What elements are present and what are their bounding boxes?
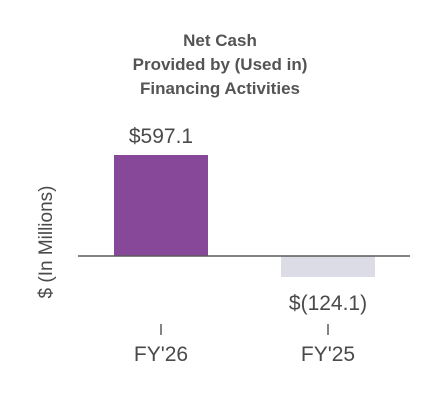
data-labels-group: $597.1 $(124.1) xyxy=(129,125,367,315)
chart-title-line-2: Provided by (Used in) xyxy=(133,55,308,74)
x-ticks-group: FY'26 FY'25 xyxy=(134,324,355,366)
x-tick-label-1: FY'25 xyxy=(301,343,355,366)
y-axis-label: $ (In Millions) xyxy=(36,186,57,299)
data-label-1: $(124.1) xyxy=(289,292,367,315)
x-tick-label-0: FY'26 xyxy=(134,343,188,366)
chart-title-line-3: Financing Activities xyxy=(140,79,300,98)
bar-1 xyxy=(281,256,375,277)
chart-title-line-1: Net Cash xyxy=(183,31,257,50)
bars-group xyxy=(114,155,375,277)
data-label-0: $597.1 xyxy=(129,125,193,148)
bar-0 xyxy=(114,155,208,256)
